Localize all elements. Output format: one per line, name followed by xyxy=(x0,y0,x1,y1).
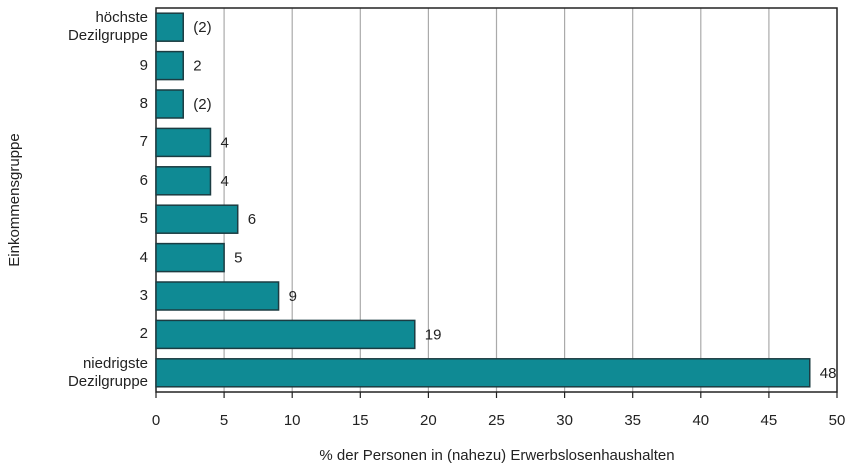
y-tick-label: 4 xyxy=(139,248,148,266)
x-tick-label: 50 xyxy=(829,412,846,429)
y-tick-label: 6 xyxy=(139,171,148,189)
x-tick-label: 10 xyxy=(284,412,301,429)
value-label: 9 xyxy=(289,288,297,305)
x-tick-label: 15 xyxy=(352,412,369,429)
y-tick-label: 2 xyxy=(139,325,148,343)
value-label: 19 xyxy=(425,326,442,343)
bar xyxy=(155,127,212,158)
y-tick-label: 3 xyxy=(139,287,148,304)
bar xyxy=(155,204,239,234)
x-tick-label: 20 xyxy=(420,412,437,429)
value-label: 4 xyxy=(220,134,228,151)
y-tick-label: 5 xyxy=(139,210,148,228)
bar xyxy=(155,281,280,311)
bar xyxy=(155,319,416,350)
bar xyxy=(155,12,184,42)
bar xyxy=(155,166,212,196)
y-tick-label: 8 xyxy=(139,95,148,112)
value-label: 6 xyxy=(248,211,256,228)
x-tick-label: 0 xyxy=(152,412,160,429)
x-tick-label: 5 xyxy=(220,412,228,429)
y-tick-label: höchste Dezilgruppe xyxy=(67,9,148,45)
value-label: 2 xyxy=(193,58,201,75)
x-tick-label: 30 xyxy=(556,412,573,429)
value-label: 48 xyxy=(820,365,837,382)
y-axis-label: Einkommensgruppe xyxy=(6,133,23,266)
x-tick-label: 45 xyxy=(761,412,778,429)
x-tick-label: 40 xyxy=(692,412,709,429)
bar xyxy=(155,242,225,273)
x-axis-label: % der Personen in (nahezu) Erwerbslosenh… xyxy=(319,447,674,464)
value-label: 4 xyxy=(220,173,228,190)
bar xyxy=(155,89,184,119)
y-tick-label: niedrigste Dezilgruppe xyxy=(67,354,148,390)
y-tick-label: 7 xyxy=(139,133,148,151)
plot-frame xyxy=(155,7,838,393)
value-label: (2) xyxy=(193,96,211,113)
value-label: (2) xyxy=(193,19,211,36)
value-label: 5 xyxy=(234,250,242,267)
bar xyxy=(155,358,811,388)
x-tick-label: 35 xyxy=(624,412,641,429)
bar xyxy=(155,50,184,81)
y-tick-label: 9 xyxy=(139,56,148,74)
x-tick-label: 25 xyxy=(488,412,505,429)
